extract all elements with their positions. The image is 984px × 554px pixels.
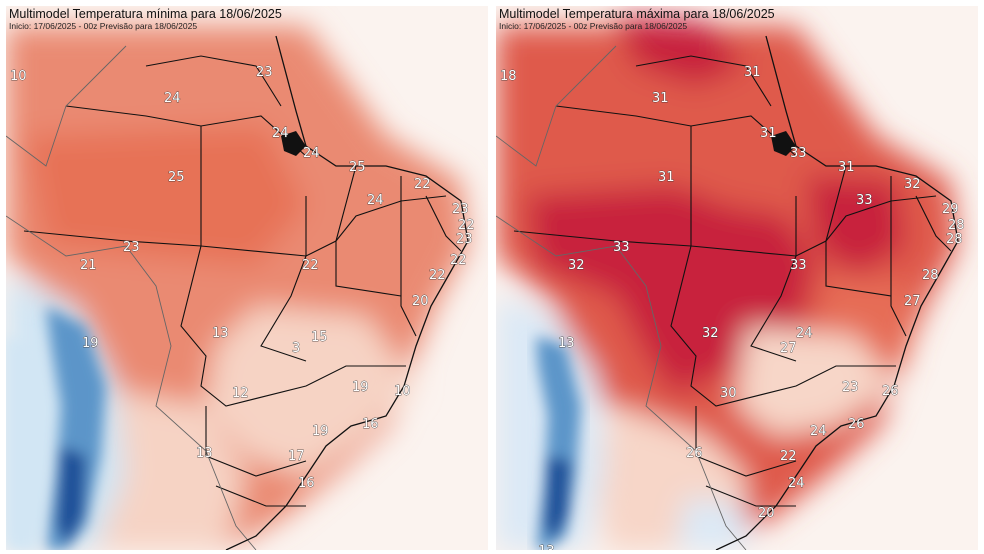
min-pale-southeast bbox=[206, 306, 416, 476]
max-label: 24 bbox=[796, 326, 813, 341]
min-label: 21 bbox=[80, 258, 97, 273]
max-label: 26 bbox=[882, 384, 899, 399]
min-map-title: Multimodel Temperatura mínima para 18/06… bbox=[9, 7, 282, 21]
min-label: 13 bbox=[196, 446, 213, 461]
min-label: 19 bbox=[82, 336, 99, 351]
min-warmest-zone bbox=[26, 126, 306, 266]
min-label: 25 bbox=[349, 160, 366, 175]
min-label: 12 bbox=[232, 386, 249, 401]
max-label: 24 bbox=[788, 476, 805, 491]
max-label: 29 bbox=[942, 202, 959, 217]
max-label: 27 bbox=[904, 294, 921, 309]
max-label: 26 bbox=[848, 417, 865, 432]
min-label: 3 bbox=[292, 341, 300, 356]
min-temperature-labels: 10 23 24 24 24 25 25 22 24 23 22 23 23 2… bbox=[10, 65, 475, 492]
min-label: 24 bbox=[367, 193, 384, 208]
min-label: 24 bbox=[164, 91, 181, 106]
min-state-borders bbox=[23, 55, 462, 507]
min-label: 19 bbox=[312, 424, 329, 439]
min-cool-ocean-west bbox=[6, 336, 36, 550]
max-cool-south-tip bbox=[676, 496, 746, 550]
max-label: 31 bbox=[760, 126, 777, 141]
min-label: 22 bbox=[302, 258, 319, 273]
min-label: 17 bbox=[288, 449, 305, 464]
max-label: 27 bbox=[780, 341, 797, 356]
min-label: 16 bbox=[298, 476, 315, 491]
max-hottest-zone-northeast bbox=[806, 176, 906, 276]
min-label: 16 bbox=[362, 417, 379, 432]
min-label: 22 bbox=[450, 253, 467, 268]
min-label: 15 bbox=[311, 330, 328, 345]
max-hottest-zone-central bbox=[526, 186, 816, 396]
max-label: 31 bbox=[652, 91, 669, 106]
min-label: 23 bbox=[123, 240, 140, 255]
max-label: 13 bbox=[558, 336, 575, 351]
max-label: 31 bbox=[658, 170, 675, 185]
max-map-subtitle: Inicio: 17/06/2025 - 00z Previsão para 1… bbox=[499, 21, 688, 31]
max-label: 24 bbox=[810, 424, 827, 439]
max-label: 18 bbox=[500, 69, 517, 84]
min-label: 23 bbox=[456, 232, 473, 247]
max-label: 32 bbox=[904, 177, 921, 192]
max-temperature-map: 18 31 31 31 33 31 31 32 33 29 28 28 33 3… bbox=[496, 6, 978, 550]
min-label: 22 bbox=[414, 177, 431, 192]
max-label: 28 bbox=[922, 268, 939, 283]
min-label: 10 bbox=[10, 69, 27, 84]
max-label: 32 bbox=[702, 326, 719, 341]
max-label: 20 bbox=[758, 506, 775, 521]
min-label: 13 bbox=[212, 326, 229, 341]
min-label: 22 bbox=[429, 268, 446, 283]
min-label: 22 bbox=[458, 218, 475, 233]
max-state-borders bbox=[513, 55, 952, 507]
min-label: 23 bbox=[256, 65, 273, 80]
max-label: 28 bbox=[948, 218, 965, 233]
max-label: 23 bbox=[842, 380, 859, 395]
min-coldest-andes bbox=[56, 446, 86, 546]
max-pale-southeast bbox=[736, 326, 896, 436]
min-label: 10 bbox=[394, 384, 411, 399]
max-label: 26 bbox=[686, 446, 703, 461]
max-label: 33 bbox=[613, 240, 630, 255]
max-label: 30 bbox=[720, 386, 737, 401]
max-label: 32 bbox=[568, 258, 585, 273]
max-label: 22 bbox=[780, 449, 797, 464]
max-map-title: Multimodel Temperatura máxima para 18/06… bbox=[499, 7, 775, 21]
max-label: 33 bbox=[790, 146, 807, 161]
max-coastline bbox=[715, 35, 959, 550]
min-map-subtitle: Inicio: 17/06/2025 - 00z Previsão para 1… bbox=[9, 21, 198, 31]
min-amazon-delta bbox=[281, 131, 306, 156]
max-label: 33 bbox=[790, 258, 807, 273]
min-label: 19 bbox=[352, 380, 369, 395]
min-country-borders bbox=[6, 45, 257, 550]
min-coastline bbox=[225, 35, 469, 550]
min-label: 20 bbox=[412, 294, 429, 309]
min-temperature-map-panel: 10 23 24 24 24 25 25 22 24 23 22 23 23 2… bbox=[6, 6, 488, 550]
max-hottest-zone-north bbox=[616, 16, 746, 86]
max-label: 28 bbox=[946, 232, 963, 247]
min-label: 25 bbox=[168, 170, 185, 185]
max-label: 13 bbox=[538, 544, 555, 550]
max-label: 31 bbox=[744, 65, 761, 80]
max-country-borders bbox=[496, 45, 747, 550]
min-label: 23 bbox=[452, 202, 469, 217]
min-temperature-map: 10 23 24 24 24 25 25 22 24 23 22 23 23 2… bbox=[6, 6, 488, 550]
max-coldest-andes bbox=[544, 456, 571, 541]
max-temperature-labels: 18 31 31 31 33 31 31 32 33 29 28 28 33 3… bbox=[500, 65, 965, 550]
max-amazon-delta bbox=[771, 131, 796, 156]
max-temperature-map-panel: 18 31 31 31 33 31 31 32 33 29 28 28 33 3… bbox=[496, 6, 978, 550]
max-label: 31 bbox=[838, 160, 855, 175]
min-label: 24 bbox=[272, 126, 289, 141]
min-label: 24 bbox=[303, 146, 320, 161]
max-label: 33 bbox=[856, 193, 873, 208]
